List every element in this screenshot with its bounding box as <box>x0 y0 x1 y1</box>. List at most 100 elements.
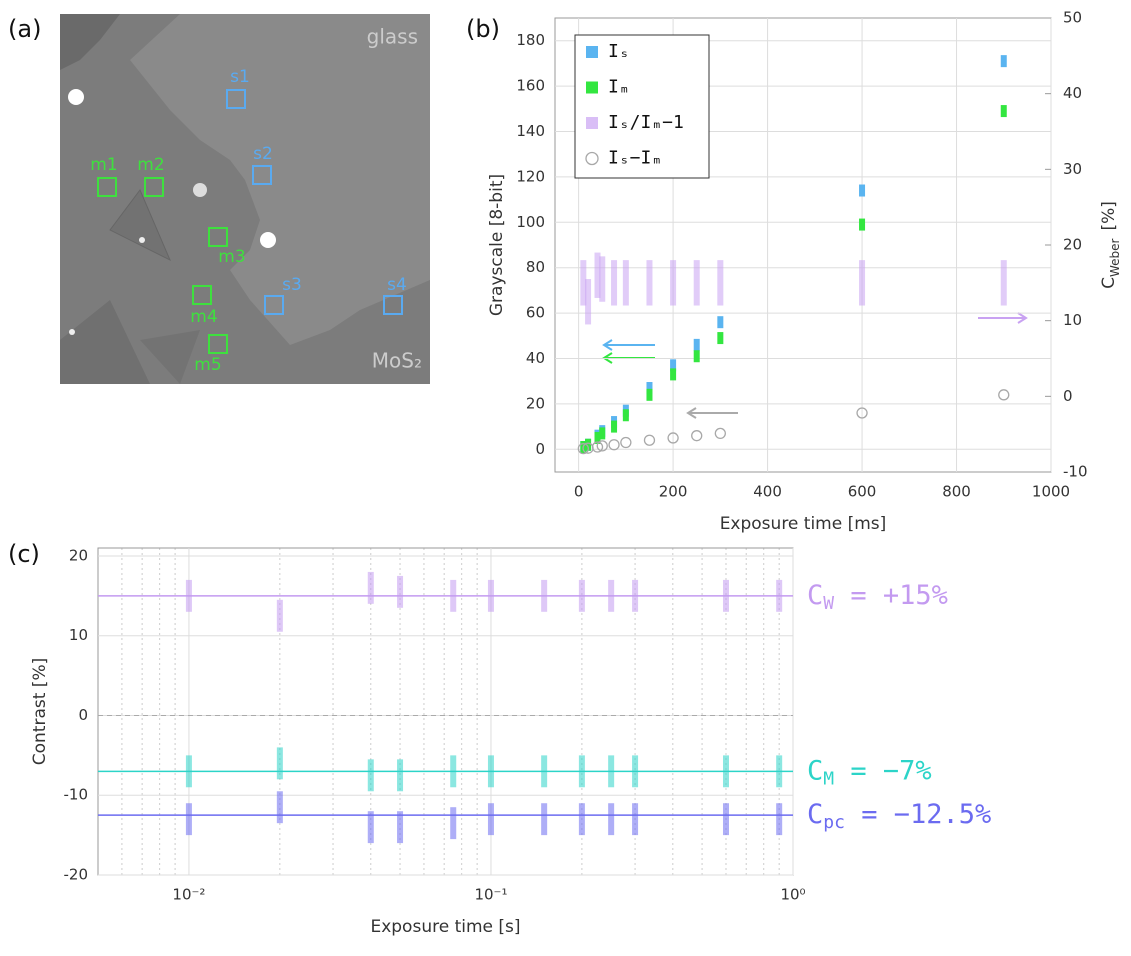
contrast-streak <box>722 803 729 836</box>
intensity-point <box>1000 55 1007 68</box>
weber-streak <box>594 252 601 298</box>
plot-area <box>97 547 794 876</box>
contrast-streak <box>185 803 192 836</box>
x-tick-label: 0 <box>574 483 584 501</box>
weber-streak <box>859 260 866 306</box>
y-tick-label: 20 <box>526 394 545 412</box>
arrows <box>602 312 1028 419</box>
intensity-point <box>1000 105 1007 118</box>
panel-label: (b) <box>466 15 500 43</box>
reference-label-part: W <box>823 593 834 614</box>
region-box <box>192 285 212 305</box>
legend-box <box>574 34 710 179</box>
y2-tick-label: 30 <box>1063 160 1082 178</box>
panel-label: (c) <box>8 540 40 568</box>
region-label: s1 <box>230 67 250 87</box>
contrast-streak <box>776 803 783 836</box>
region-label: m5 <box>194 355 221 375</box>
contrast-streak <box>541 803 548 836</box>
region-box <box>252 165 272 185</box>
x-tick-label: 200 <box>659 483 688 501</box>
diff-point <box>591 441 604 453</box>
y-axis-label: Grayscale [8-bit] <box>487 174 507 316</box>
intensity-point <box>611 420 618 433</box>
contrast-streak <box>487 803 494 836</box>
region-box <box>144 177 164 197</box>
contrast-streak <box>397 811 404 844</box>
legend-label: Iₘ <box>608 77 630 98</box>
y-tick-label: 180 <box>516 31 545 49</box>
contrast-streak <box>397 759 404 792</box>
intensity-point <box>859 218 866 231</box>
y-tick-label: 100 <box>516 213 545 231</box>
diff-point <box>643 434 656 446</box>
intensity-point <box>859 184 866 197</box>
diff-point <box>577 442 589 455</box>
x-tick-label: 600 <box>848 483 877 501</box>
intensity-point <box>717 332 724 345</box>
weber-streak <box>693 260 700 306</box>
y2-tick-label: 40 <box>1063 84 1082 102</box>
intensity-point <box>594 431 601 444</box>
micrograph <box>60 14 430 384</box>
y2-tick-label: 10 <box>1063 311 1082 329</box>
y-tick-label: 40 <box>526 349 545 367</box>
region-box <box>383 295 403 315</box>
reference-label-part: C <box>807 579 823 610</box>
weber-streak <box>580 260 587 306</box>
diff-point <box>620 436 632 449</box>
contrast-streak <box>608 803 615 836</box>
reference-label-part: = −12.5% <box>845 799 991 830</box>
diff-point <box>691 430 703 442</box>
contrast-streak <box>367 759 374 792</box>
intensity-point <box>646 388 653 401</box>
legend-marker <box>585 151 599 166</box>
y-tick-label: 80 <box>526 258 545 276</box>
diff-point <box>667 432 679 444</box>
diff-point <box>608 439 620 451</box>
y2-label-sub: Weber <box>1108 238 1122 277</box>
x-axis-label: Exposure time [s] <box>370 917 520 937</box>
weber-streak <box>670 260 677 306</box>
region-box <box>97 177 117 197</box>
region-label: s2 <box>253 144 273 164</box>
reference-label-part: C <box>807 799 823 830</box>
region-box <box>226 89 246 109</box>
intensity-point <box>693 338 700 351</box>
y-tick-label: 0 <box>535 440 545 458</box>
weber-streak <box>585 279 592 325</box>
region-label: m3 <box>218 247 245 267</box>
intensity-point <box>670 359 677 372</box>
glass-label: glass <box>367 25 418 49</box>
x-tick-label: 400 <box>753 483 782 501</box>
intensity-point <box>717 316 724 329</box>
y-tick-label: 20 <box>69 546 88 564</box>
contrast-streak <box>450 807 457 840</box>
x-tick-label: 10⁻² <box>172 886 205 904</box>
y-tick-label: 160 <box>516 77 545 95</box>
intensity-point <box>622 409 629 422</box>
y-tick-label: 0 <box>78 706 88 724</box>
weber-streak <box>622 260 629 306</box>
reference-label-part: pc <box>823 812 845 833</box>
diff-point <box>596 440 608 452</box>
contrast-streak <box>276 599 283 632</box>
x-axis-label: Exposure time [ms] <box>720 514 887 534</box>
legend-marker <box>586 46 598 58</box>
region-label: m1 <box>90 155 117 175</box>
region-label: s4 <box>387 275 407 295</box>
weber-streak <box>646 260 653 306</box>
region-box <box>208 227 228 247</box>
y2-tick-label: -10 <box>1063 463 1088 481</box>
x-tick-label: 1000 <box>1032 483 1070 501</box>
y-tick-label: 60 <box>526 304 545 322</box>
y2-label-symbol: C <box>1099 277 1119 289</box>
legend-label: Iₛ−Iₘ <box>608 148 662 169</box>
legend-label: Iₛ <box>608 41 630 62</box>
contrast-streak <box>397 575 404 608</box>
region-box <box>264 295 284 315</box>
contrast-streak <box>632 803 639 836</box>
y-tick-label: 10 <box>69 626 88 644</box>
contrast-streak <box>276 791 283 824</box>
legend-marker <box>586 81 598 94</box>
